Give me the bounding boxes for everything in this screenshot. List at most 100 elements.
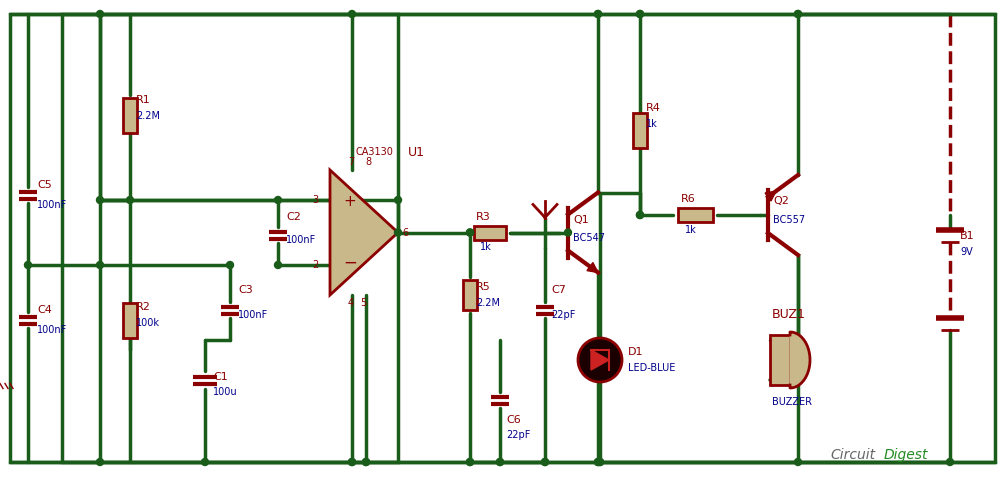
Text: BUZZER: BUZZER [772, 397, 812, 407]
Text: 100nF: 100nF [37, 200, 67, 210]
Circle shape [226, 261, 233, 269]
Circle shape [597, 458, 603, 466]
Text: 100k: 100k [136, 318, 160, 328]
Text: 100u: 100u [213, 387, 237, 397]
Circle shape [349, 11, 356, 18]
FancyBboxPatch shape [463, 280, 477, 310]
Text: R5: R5 [476, 282, 490, 292]
Circle shape [496, 458, 504, 466]
Text: −: − [343, 254, 357, 272]
Circle shape [595, 11, 602, 18]
Text: C4: C4 [37, 305, 52, 315]
Circle shape [466, 458, 473, 466]
Text: 1k: 1k [480, 241, 491, 251]
FancyBboxPatch shape [633, 112, 647, 148]
Text: C5: C5 [37, 180, 51, 190]
Polygon shape [790, 332, 810, 388]
Circle shape [395, 196, 402, 204]
Circle shape [565, 229, 572, 236]
Text: Digest: Digest [884, 448, 929, 462]
Text: +: + [344, 195, 357, 209]
Circle shape [595, 458, 602, 466]
Circle shape [96, 458, 104, 466]
Circle shape [466, 229, 473, 236]
Circle shape [636, 211, 643, 218]
Text: 3: 3 [312, 195, 318, 205]
Circle shape [363, 458, 370, 466]
Circle shape [795, 458, 802, 466]
Circle shape [349, 458, 356, 466]
Text: BC547: BC547 [573, 232, 605, 242]
Circle shape [597, 458, 603, 466]
Text: 8: 8 [365, 157, 371, 167]
Text: 100nF: 100nF [37, 325, 67, 335]
Text: R3: R3 [476, 211, 490, 221]
Text: 4: 4 [348, 298, 354, 308]
Circle shape [636, 211, 643, 218]
Text: C1: C1 [213, 372, 228, 382]
Bar [62, 14, 398, 462]
Circle shape [201, 458, 208, 466]
Circle shape [274, 261, 281, 269]
Text: BUZ1: BUZ1 [772, 308, 806, 322]
Circle shape [127, 196, 134, 204]
Text: 22pF: 22pF [506, 430, 531, 440]
Text: C2: C2 [286, 212, 300, 222]
Text: C3: C3 [238, 285, 252, 295]
Text: BC557: BC557 [773, 215, 805, 225]
Circle shape [466, 229, 473, 236]
Circle shape [595, 458, 602, 466]
Text: R2: R2 [136, 302, 151, 312]
Circle shape [274, 196, 281, 204]
Text: R1: R1 [136, 95, 151, 105]
Circle shape [795, 11, 802, 18]
Text: 6: 6 [402, 228, 408, 238]
Polygon shape [765, 191, 776, 201]
Circle shape [795, 11, 802, 18]
Text: 5: 5 [360, 298, 366, 308]
FancyBboxPatch shape [474, 226, 506, 239]
Text: C7: C7 [551, 285, 566, 295]
Text: Circuit: Circuit [830, 448, 875, 462]
Text: 22pF: 22pF [551, 310, 576, 320]
FancyBboxPatch shape [123, 98, 137, 132]
Text: 1k: 1k [646, 119, 657, 129]
Circle shape [96, 196, 104, 204]
Circle shape [96, 11, 104, 18]
Text: 2: 2 [312, 260, 318, 270]
Text: 100nF: 100nF [238, 310, 268, 320]
Text: B1: B1 [960, 231, 975, 241]
Circle shape [947, 458, 954, 466]
Text: 9V: 9V [960, 247, 973, 257]
FancyBboxPatch shape [677, 208, 713, 222]
Circle shape [395, 229, 402, 236]
Circle shape [578, 338, 622, 382]
FancyBboxPatch shape [770, 335, 790, 385]
Circle shape [349, 458, 356, 466]
Polygon shape [587, 262, 598, 272]
Polygon shape [330, 170, 398, 295]
Text: Q2: Q2 [773, 196, 789, 206]
Circle shape [363, 458, 370, 466]
Text: 7: 7 [348, 157, 354, 167]
Circle shape [466, 458, 473, 466]
Text: R4: R4 [646, 103, 661, 113]
Text: R6: R6 [681, 194, 695, 204]
Text: C6: C6 [506, 415, 521, 425]
Circle shape [542, 458, 549, 466]
Circle shape [636, 11, 643, 18]
Text: LED-BLUE: LED-BLUE [628, 363, 675, 373]
Circle shape [24, 261, 31, 269]
Circle shape [96, 261, 104, 269]
Circle shape [636, 11, 643, 18]
FancyBboxPatch shape [123, 303, 137, 337]
Text: CA3130: CA3130 [355, 147, 393, 157]
Text: 1k: 1k [685, 225, 696, 235]
Text: 100nF: 100nF [286, 235, 317, 245]
Circle shape [595, 11, 602, 18]
Text: 2.2M: 2.2M [476, 298, 500, 308]
Text: Q1: Q1 [573, 216, 589, 226]
Polygon shape [591, 350, 609, 370]
Text: D1: D1 [628, 347, 643, 357]
Text: 2.2M: 2.2M [136, 111, 160, 121]
